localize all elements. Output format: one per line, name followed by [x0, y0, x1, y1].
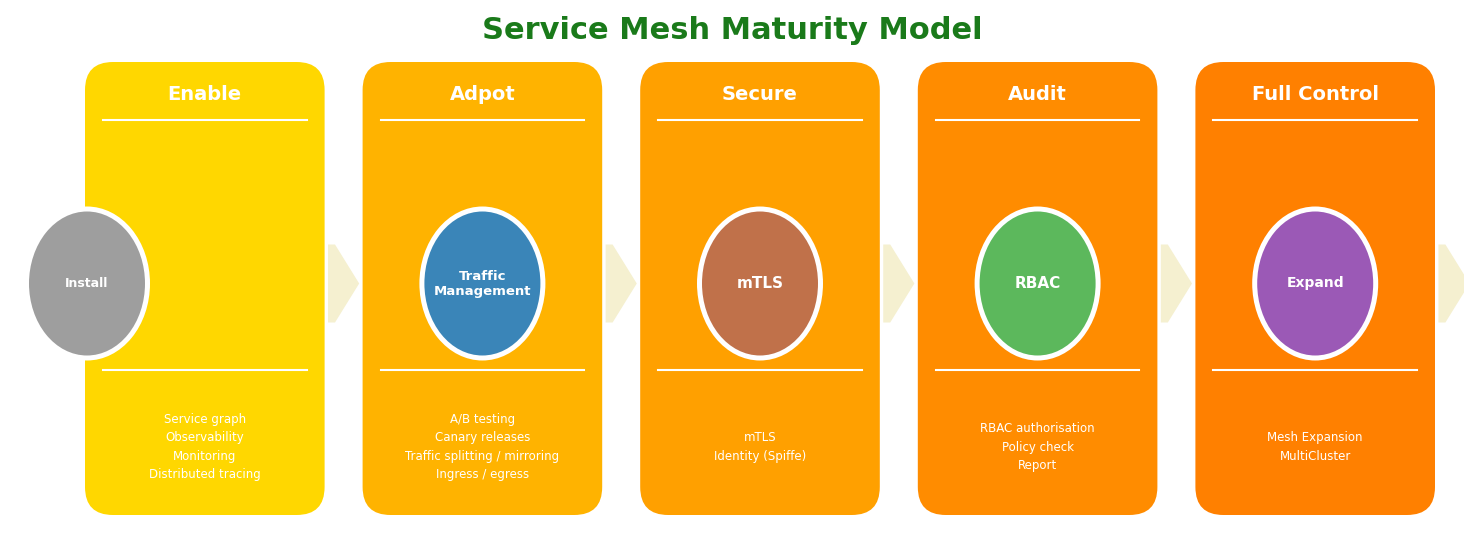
FancyBboxPatch shape: [363, 62, 602, 515]
Polygon shape: [1161, 245, 1192, 322]
Text: Service Mesh Maturity Model: Service Mesh Maturity Model: [482, 16, 982, 44]
Text: Traffic
Management: Traffic Management: [433, 269, 531, 298]
Polygon shape: [1439, 245, 1464, 322]
Ellipse shape: [425, 212, 540, 355]
Polygon shape: [883, 245, 915, 322]
Ellipse shape: [703, 212, 818, 355]
Text: Enable: Enable: [168, 84, 242, 104]
Text: A/B testing
Canary releases
Traffic splitting / mirroring
Ingress / egress: A/B testing Canary releases Traffic spli…: [406, 413, 559, 481]
Ellipse shape: [697, 206, 823, 361]
Text: RBAC authorisation
Policy check
Report: RBAC authorisation Policy check Report: [981, 422, 1095, 472]
Ellipse shape: [1258, 212, 1373, 355]
Text: Adpot: Adpot: [449, 84, 515, 104]
Ellipse shape: [23, 206, 149, 361]
Text: Install: Install: [66, 277, 108, 290]
FancyBboxPatch shape: [918, 62, 1158, 515]
Text: Full Control: Full Control: [1252, 84, 1379, 104]
Text: Service graph
Observability
Monitoring
Distributed tracing: Service graph Observability Monitoring D…: [149, 413, 261, 481]
Ellipse shape: [1252, 206, 1378, 361]
FancyBboxPatch shape: [640, 62, 880, 515]
Text: RBAC: RBAC: [1015, 276, 1061, 291]
Text: mTLS: mTLS: [736, 276, 783, 291]
FancyBboxPatch shape: [1196, 62, 1435, 515]
Polygon shape: [606, 245, 637, 322]
Ellipse shape: [419, 206, 546, 361]
Text: Audit: Audit: [1009, 84, 1067, 104]
Ellipse shape: [29, 212, 145, 355]
Polygon shape: [328, 245, 359, 322]
Text: Mesh Expansion
MultiCluster: Mesh Expansion MultiCluster: [1268, 431, 1363, 463]
FancyBboxPatch shape: [85, 62, 325, 515]
Text: Expand: Expand: [1287, 276, 1344, 291]
Ellipse shape: [979, 212, 1095, 355]
Text: Secure: Secure: [722, 84, 798, 104]
Ellipse shape: [975, 206, 1101, 361]
Text: mTLS
Identity (Spiffe): mTLS Identity (Spiffe): [714, 431, 807, 463]
